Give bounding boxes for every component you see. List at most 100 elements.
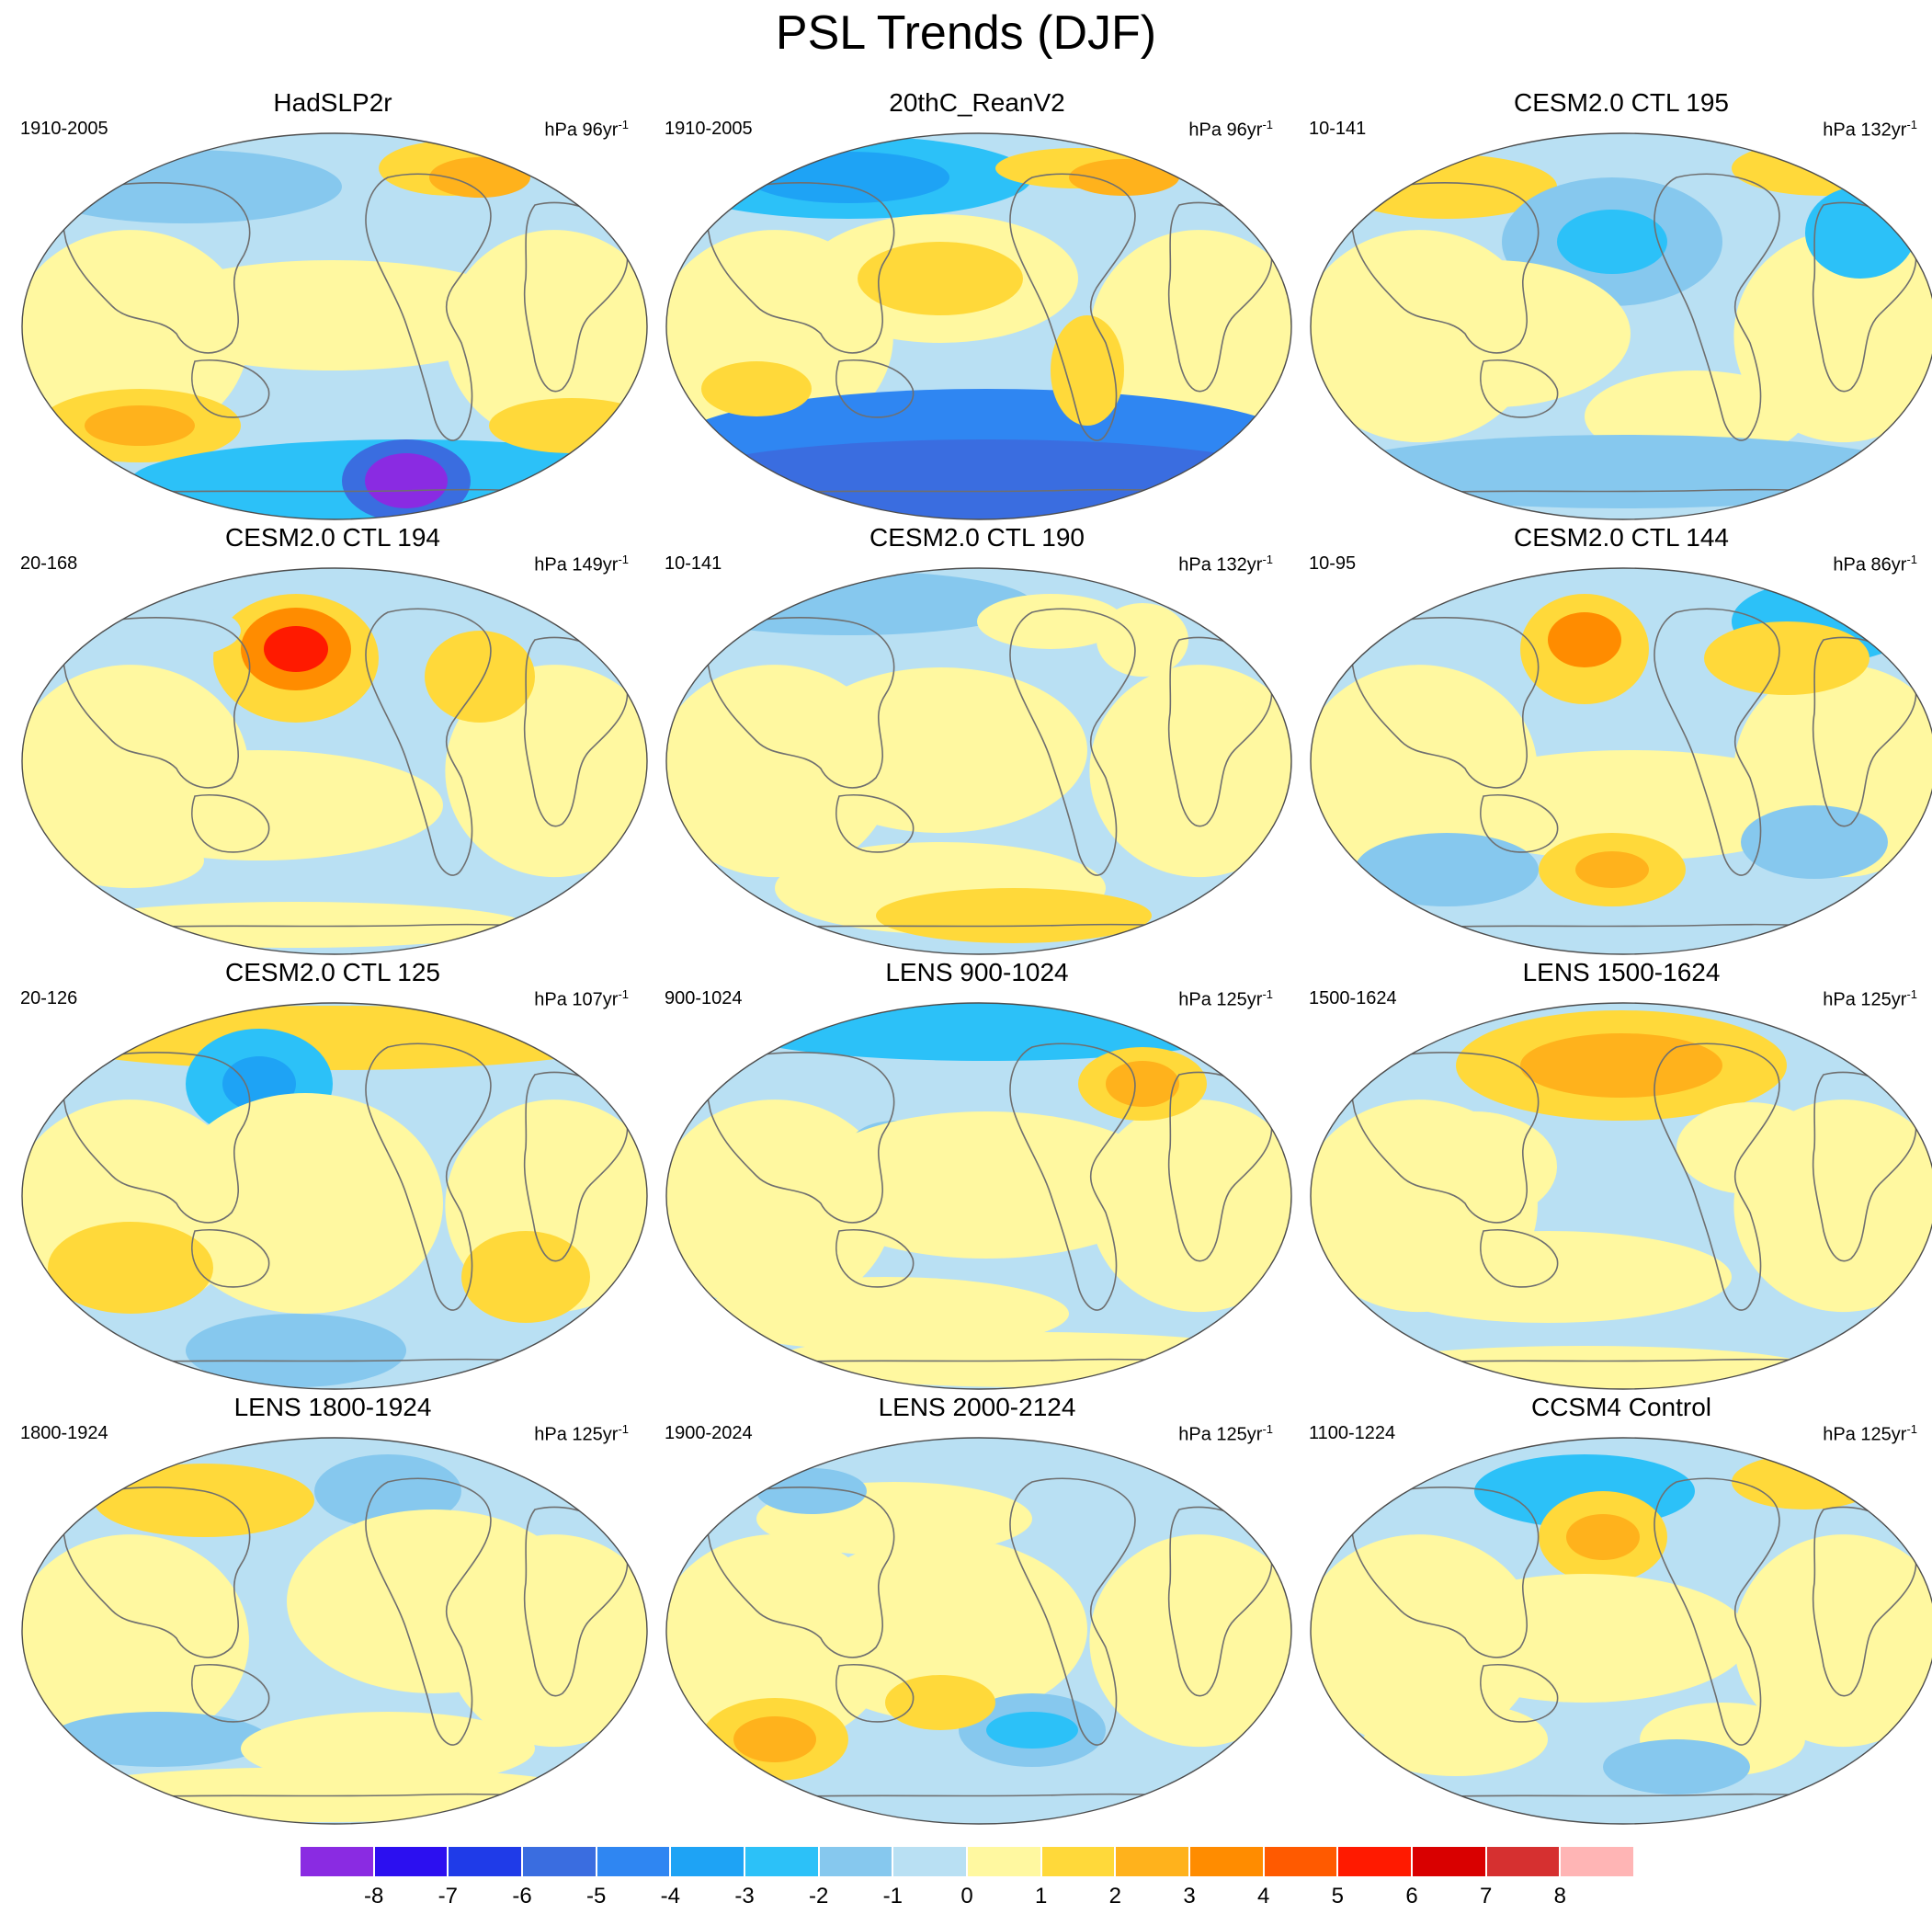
panel-title: CCSM4 Control [1530, 1393, 1712, 1421]
units-text: hPa 132yr [1178, 554, 1263, 575]
colorbar-swatch [1412, 1846, 1486, 1877]
panel-period: 1910-2005 [20, 119, 108, 139]
panel-units: hPa 96yr-1 [1188, 113, 1273, 142]
panel-title: CESM2.0 CTL 190 [869, 523, 1085, 552]
units-text: hPa 125yr [1823, 989, 1907, 1010]
panel-title: 20thC_ReanV2 [889, 88, 1065, 117]
panel-title: LENS 1500-1624 [1522, 958, 1721, 986]
units-text: hPa 107yr [534, 989, 619, 1010]
units-exponent: -1 [618, 118, 629, 131]
map-globe [20, 1001, 649, 1391]
colorbar-swatch [1040, 1846, 1116, 1877]
colorbar-swatch [1189, 1846, 1264, 1877]
panel-period: 20-168 [20, 553, 78, 574]
colorbar-tick-label: 6 [1405, 1884, 1418, 1908]
panel-title: CESM2.0 CTL 125 [225, 958, 440, 986]
colorbar-tick-label: -5 [585, 1884, 607, 1908]
map-panel: CESM2.0 CTL 195 10-141 hPa 132yr-1 [1300, 87, 1932, 525]
panel-title: LENS 1800-1924 [233, 1393, 432, 1421]
map-globe [1309, 566, 1932, 956]
map-panel: CESM2.0 CTL 194 20-168 hPa 149yr-1 [11, 522, 654, 960]
map-globe [20, 566, 649, 956]
panel-title: CESM2.0 CTL 144 [1514, 523, 1729, 552]
colorbar-tick-label: -2 [808, 1884, 829, 1908]
colorbar-swatch [1485, 1846, 1561, 1877]
units-exponent: -1 [1906, 987, 1917, 1001]
panel-units: hPa 125yr-1 [1823, 1418, 1917, 1447]
units-exponent: -1 [1906, 553, 1917, 566]
colorbar-tick-label: -8 [363, 1884, 384, 1908]
map-globe [20, 131, 649, 521]
map-panel: CESM2.0 CTL 190 10-141 hPa 132yr-1 [655, 522, 1299, 960]
panel-period: 10-141 [1309, 119, 1367, 139]
units-exponent: -1 [618, 987, 629, 1001]
map-globe [1309, 1001, 1932, 1391]
colorbar-tick-label: -6 [512, 1884, 532, 1908]
map-panel: CESM2.0 CTL 144 10-95 hPa 86yr-1 [1300, 522, 1932, 960]
colorbar-tick-label: -1 [882, 1884, 903, 1908]
colorbar-swatch [670, 1846, 744, 1877]
panel-units: hPa 86yr-1 [1833, 548, 1917, 577]
colorbar-tick-label: 2 [1108, 1884, 1121, 1908]
units-text: hPa 125yr [534, 1424, 619, 1445]
map-panel: LENS 1500-1624 1500-1624 hPa 125yr-1 [1300, 957, 1932, 1395]
colorbar-tick-label: 7 [1479, 1884, 1493, 1908]
colorbar-tick-label: 0 [960, 1884, 973, 1908]
panel-title: HadSLP2r [273, 88, 392, 117]
colorbar-swatch [818, 1846, 893, 1877]
units-text: hPa 96yr [544, 120, 619, 141]
map-globe [1309, 1436, 1932, 1826]
panel-period: 1900-2024 [665, 1423, 753, 1443]
panel-units: hPa 107yr-1 [534, 983, 629, 1012]
colorbar-tick-label: -3 [734, 1884, 755, 1908]
panel-units: hPa 125yr-1 [534, 1418, 629, 1447]
map-panel: CESM2.0 CTL 125 20-126 hPa 107yr-1 [11, 957, 654, 1395]
colorbar-swatch [448, 1846, 522, 1877]
panel-units: hPa 132yr-1 [1823, 113, 1917, 142]
map-globe [20, 1436, 649, 1826]
units-exponent: -1 [1262, 553, 1273, 566]
map-panel: HadSLP2r 1910-2005 hPa 96yr-1 [11, 87, 654, 525]
panel-title: LENS 900-1024 [885, 958, 1069, 986]
units-exponent: -1 [618, 553, 629, 566]
colorbar [300, 1846, 1634, 1877]
colorbar-tick-label: 3 [1183, 1884, 1196, 1908]
colorbar-tick-label: 4 [1256, 1884, 1270, 1908]
map-globe [1309, 131, 1932, 521]
panel-units: hPa 125yr-1 [1178, 1418, 1273, 1447]
colorbar-swatch [522, 1846, 597, 1877]
colorbar-swatch [1115, 1846, 1189, 1877]
units-text: hPa 125yr [1823, 1424, 1907, 1445]
units-exponent: -1 [1906, 118, 1917, 131]
colorbar-swatch [1337, 1846, 1412, 1877]
colorbar-swatch [373, 1846, 449, 1877]
map-globe [665, 131, 1293, 521]
colorbar-tick-label: -4 [660, 1884, 680, 1908]
panel-title: CESM2.0 CTL 195 [1514, 88, 1729, 117]
colorbar-swatch [596, 1846, 671, 1877]
units-exponent: -1 [1262, 118, 1273, 131]
figure-title: PSL Trends (DJF) [775, 6, 1157, 60]
units-text: hPa 86yr [1833, 554, 1907, 575]
panel-units: hPa 125yr-1 [1178, 983, 1273, 1012]
colorbar-swatch [1263, 1846, 1338, 1877]
colorbar-swatch [744, 1846, 819, 1877]
units-exponent: -1 [618, 1422, 629, 1436]
map-globe [665, 1436, 1293, 1826]
map-panel: LENS 900-1024 900-1024 hPa 125yr-1 [655, 957, 1299, 1395]
units-exponent: -1 [1262, 987, 1273, 1001]
panel-period: 20-126 [20, 988, 78, 1008]
colorbar-tick-label: 1 [1034, 1884, 1048, 1908]
panel-period: 900-1024 [665, 988, 743, 1008]
units-exponent: -1 [1906, 1422, 1917, 1436]
units-text: hPa 125yr [1178, 989, 1263, 1010]
panel-units: hPa 125yr-1 [1823, 983, 1917, 1012]
units-text: hPa 125yr [1178, 1424, 1263, 1445]
panel-period: 1500-1624 [1309, 988, 1397, 1008]
units-text: hPa 96yr [1188, 120, 1263, 141]
panel-period: 10-141 [665, 553, 722, 574]
units-exponent: -1 [1262, 1422, 1273, 1436]
units-text: hPa 132yr [1823, 120, 1907, 141]
panel-period: 1100-1224 [1309, 1423, 1396, 1443]
panel-period: 1800-1924 [20, 1423, 108, 1443]
